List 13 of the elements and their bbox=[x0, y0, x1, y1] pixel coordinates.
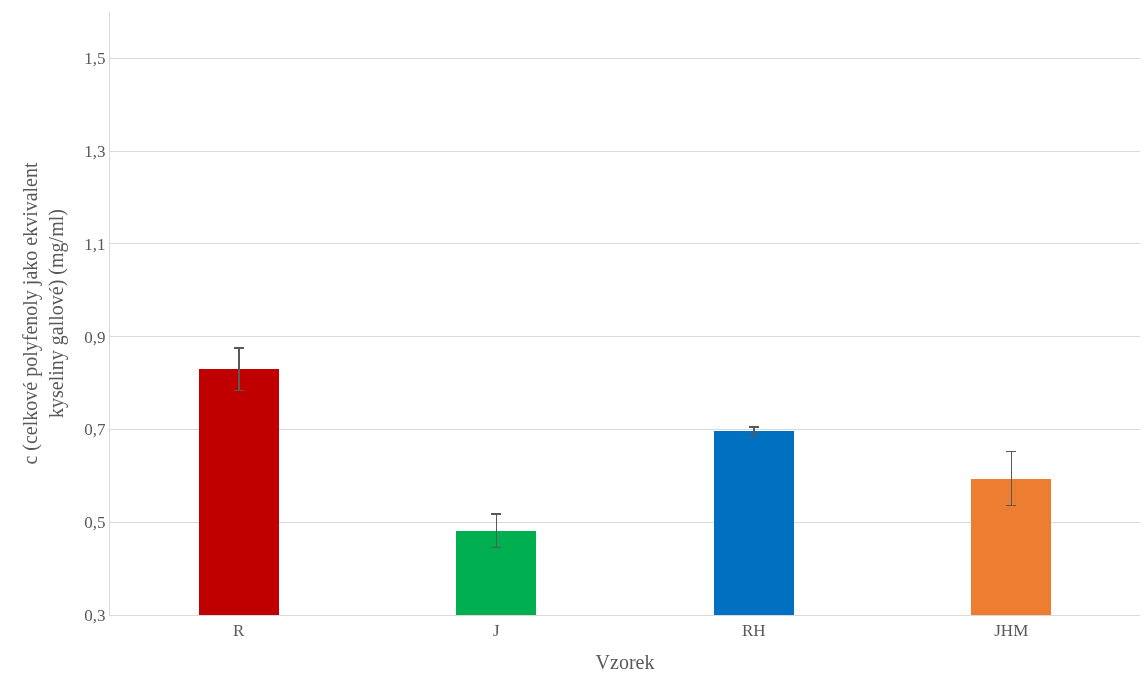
y-tick-label: 0,7 bbox=[84, 420, 107, 440]
y-tick-label: 0,3 bbox=[84, 605, 106, 625]
x-tick-label: R bbox=[233, 621, 246, 641]
x-tick-label: J bbox=[492, 621, 500, 641]
x-tick-label: JHM bbox=[994, 621, 1029, 641]
y-tick-label: 0,9 bbox=[84, 327, 106, 347]
y-tick-label: 1,1 bbox=[84, 234, 106, 254]
y-tick-label: 0,5 bbox=[84, 513, 106, 533]
x-axis-title: Vzorek bbox=[595, 650, 655, 673]
y-tick-label: 1,5 bbox=[84, 49, 106, 69]
y-tick-label: 1,3 bbox=[84, 142, 106, 162]
x-tick-label: RH bbox=[741, 621, 766, 641]
y-axis-title: c (celkové polyfenoly jako ekvivalent kyseliny gallové) (mg/ml) bbox=[18, 162, 68, 465]
